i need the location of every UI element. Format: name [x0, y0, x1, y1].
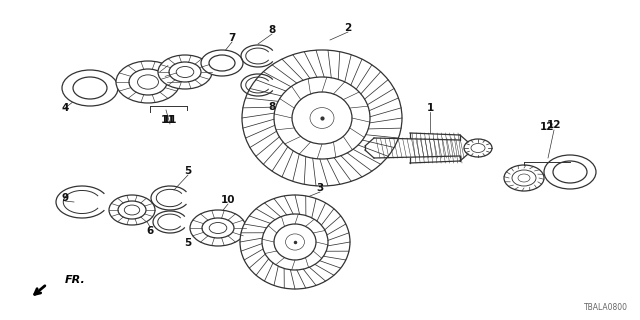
Text: 9: 9 — [61, 193, 68, 203]
Ellipse shape — [242, 50, 402, 186]
Ellipse shape — [62, 70, 118, 106]
Ellipse shape — [310, 108, 334, 128]
Ellipse shape — [190, 210, 246, 246]
Text: 8: 8 — [268, 25, 276, 35]
Ellipse shape — [292, 92, 352, 144]
Text: 5: 5 — [184, 166, 191, 176]
Ellipse shape — [116, 61, 180, 103]
Text: 12: 12 — [547, 120, 561, 130]
Ellipse shape — [512, 170, 536, 186]
Ellipse shape — [504, 165, 544, 191]
Text: 8: 8 — [268, 102, 276, 112]
Ellipse shape — [285, 234, 305, 250]
Text: 10: 10 — [221, 195, 236, 205]
Ellipse shape — [73, 77, 107, 99]
Ellipse shape — [201, 50, 243, 76]
Ellipse shape — [202, 218, 234, 238]
Ellipse shape — [240, 195, 350, 289]
Text: 5: 5 — [184, 238, 191, 248]
Ellipse shape — [138, 75, 159, 89]
Text: 6: 6 — [147, 226, 154, 236]
Text: 3: 3 — [316, 183, 324, 193]
Ellipse shape — [109, 195, 155, 225]
Ellipse shape — [129, 69, 167, 95]
Text: 1: 1 — [426, 103, 434, 113]
Ellipse shape — [169, 62, 201, 82]
Ellipse shape — [274, 224, 316, 260]
Ellipse shape — [176, 67, 194, 77]
Ellipse shape — [553, 161, 587, 183]
Text: 4: 4 — [61, 103, 68, 113]
Ellipse shape — [471, 143, 485, 153]
Ellipse shape — [158, 55, 212, 89]
Ellipse shape — [124, 205, 140, 215]
Text: TBALA0800: TBALA0800 — [584, 303, 628, 312]
Ellipse shape — [118, 201, 146, 219]
Text: FR.: FR. — [65, 275, 86, 285]
Text: 12: 12 — [540, 122, 554, 132]
Ellipse shape — [518, 174, 530, 182]
Text: 11: 11 — [163, 115, 177, 125]
Ellipse shape — [544, 155, 596, 189]
Text: 2: 2 — [344, 23, 351, 33]
Ellipse shape — [274, 77, 370, 159]
Ellipse shape — [209, 55, 235, 71]
Ellipse shape — [209, 222, 227, 234]
Text: 7: 7 — [228, 33, 236, 43]
Ellipse shape — [464, 139, 492, 157]
Text: 11: 11 — [161, 115, 175, 125]
Ellipse shape — [262, 214, 328, 270]
